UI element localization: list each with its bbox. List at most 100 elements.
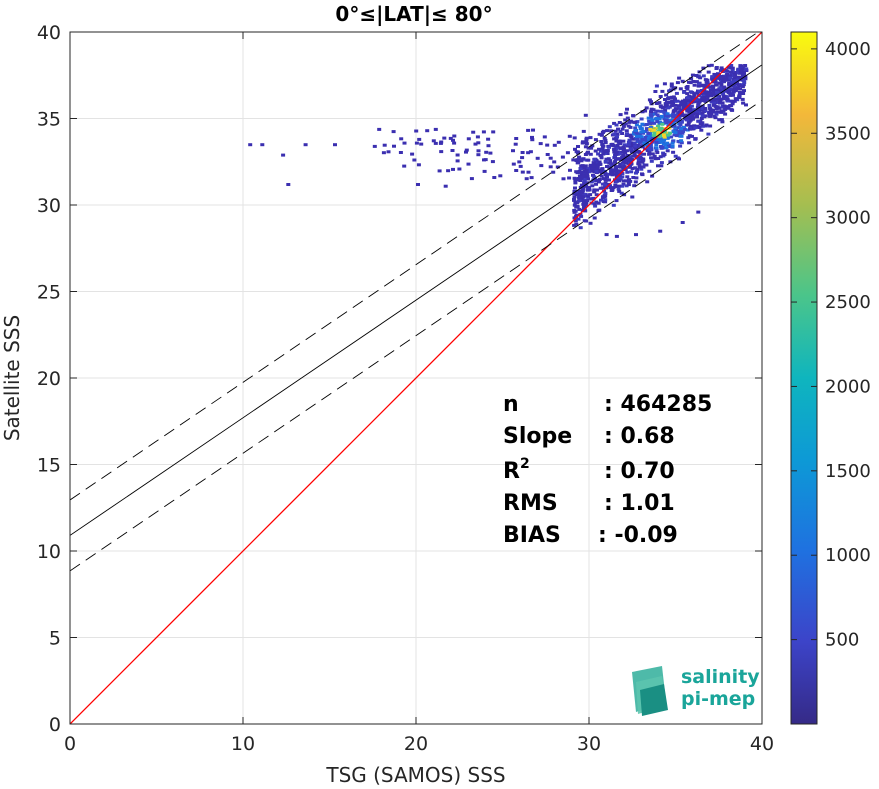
density-cell [707, 104, 712, 107]
density-cell [605, 165, 609, 168]
density-cell [592, 216, 597, 220]
density-cell [520, 170, 525, 174]
density-cell [632, 184, 637, 188]
density-cell [399, 137, 404, 141]
density-cell [700, 92, 705, 96]
density-cell [633, 144, 638, 148]
density-cell [674, 134, 679, 138]
density-cell [613, 165, 618, 169]
density-cell [581, 195, 585, 199]
density-cell [582, 205, 587, 209]
density-cell [612, 132, 617, 136]
density-cell [718, 86, 723, 90]
density-cell [620, 175, 625, 179]
density-cell [586, 195, 591, 199]
density-cell [667, 143, 672, 147]
density-cell [612, 150, 617, 154]
density-cell [615, 144, 620, 148]
density-cell [671, 101, 676, 105]
density-cell [654, 84, 659, 88]
density-cell [665, 141, 670, 145]
density-cell [448, 136, 453, 140]
density-cell [573, 219, 578, 223]
density-cell [626, 162, 631, 166]
density-cell [663, 104, 668, 108]
density-cell [618, 142, 623, 146]
density-cell [687, 116, 692, 120]
density-cell [486, 144, 491, 148]
density-cell [452, 141, 457, 145]
density-cell [733, 97, 738, 101]
density-cell [584, 142, 589, 146]
density-cell [711, 87, 716, 91]
density-cell [663, 111, 668, 115]
density-cell [377, 127, 382, 131]
density-cell [598, 149, 603, 153]
density-cell [669, 84, 674, 88]
density-cell [443, 184, 448, 188]
density-cell [433, 141, 438, 145]
density-cell [616, 187, 621, 191]
density-cell [730, 108, 735, 112]
density-cell [635, 167, 640, 171]
density-cell [702, 98, 707, 102]
density-cell [572, 203, 577, 207]
density-cell [677, 104, 681, 108]
density-cell [600, 131, 605, 134]
density-cell [614, 234, 619, 238]
density-cell [727, 89, 732, 93]
density-cell [596, 201, 601, 205]
density-cell [457, 167, 462, 171]
axis-ticks: 0 10 20 30 40 0 5 10 15 20 25 30 35 40 [37, 22, 774, 755]
density-cell [618, 177, 623, 181]
density-cell [635, 134, 639, 138]
density-cell [649, 100, 653, 104]
density-cell [600, 167, 605, 171]
density-cell [707, 114, 712, 118]
density-cell [618, 130, 623, 133]
density-cell [634, 233, 638, 237]
density-cell [585, 181, 590, 185]
density-cell [684, 86, 689, 89]
density-cell [617, 173, 622, 177]
density-cell [705, 81, 710, 85]
density-cell [382, 143, 387, 147]
density-cell [717, 94, 722, 98]
stat-label: Slope [503, 424, 572, 449]
density-cell [529, 176, 534, 180]
density-cell [556, 140, 561, 144]
density-cell [707, 85, 712, 89]
density-cell [683, 113, 688, 117]
density-cell [705, 97, 710, 101]
density-cell [659, 145, 663, 148]
colorbar-tick-label: 2000 [825, 376, 871, 397]
density-cell [625, 170, 630, 174]
density-cell [452, 134, 457, 138]
density-cell [644, 140, 649, 144]
y-tick-label: 35 [37, 109, 61, 131]
density-cell [248, 143, 253, 147]
density-cell [716, 75, 721, 79]
density-cell [694, 74, 699, 77]
density-cell [668, 120, 673, 124]
density-cell [593, 138, 598, 142]
density-cell [548, 156, 553, 160]
density-cell [603, 141, 608, 144]
density-cell [599, 140, 604, 143]
density-cell [639, 127, 644, 131]
density-cell [732, 85, 737, 88]
density-cell [650, 121, 655, 125]
density-cell [603, 183, 608, 187]
density-cell [717, 118, 722, 122]
density-cell [655, 120, 660, 123]
density-cell [715, 105, 720, 109]
density-cell [700, 107, 705, 110]
density-cell [706, 64, 711, 68]
density-cell [655, 151, 660, 154]
density-cell [631, 114, 636, 118]
density-cell [589, 163, 593, 167]
density-cell [594, 164, 599, 168]
density-cell [679, 111, 684, 115]
density-cell [645, 146, 650, 150]
density-cell [719, 118, 724, 122]
